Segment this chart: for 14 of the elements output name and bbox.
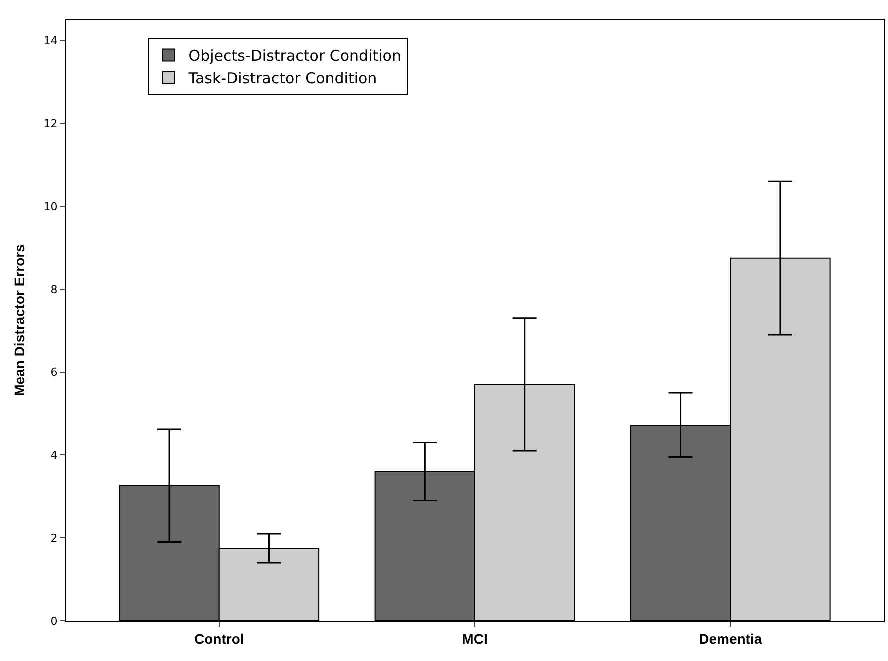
y-axis-title: Mean Distractor Errors xyxy=(11,244,28,396)
y-tick-label: 14 xyxy=(44,34,58,48)
y-tick-label: 4 xyxy=(50,449,58,462)
y-tick-label: 6 xyxy=(50,366,58,380)
x-tick-label: Dementia xyxy=(699,630,762,647)
y-tick-label: 10 xyxy=(44,200,58,214)
y-tick-label: 8 xyxy=(50,283,58,296)
y-tick-label: 12 xyxy=(44,117,58,130)
y-tick-label: 2 xyxy=(50,532,58,545)
x-tick-label: MCI xyxy=(462,630,488,647)
legend-label: Task-Distractor Condition xyxy=(188,70,378,88)
x-tick-label: Control xyxy=(194,630,244,647)
legend-label: Objects-Distractor Condition xyxy=(188,47,402,66)
y-tick-label: 0 xyxy=(50,614,58,628)
